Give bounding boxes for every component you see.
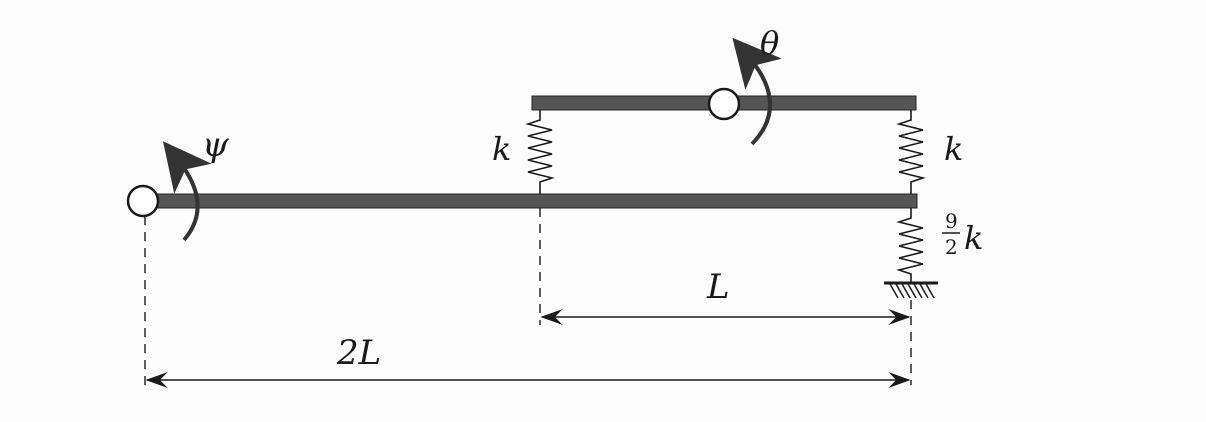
upper-pivot — [707, 87, 741, 121]
ground-support — [884, 281, 938, 299]
right-coupling-spring — [896, 110, 926, 194]
ground-spring-label: 9 2 k — [942, 209, 983, 259]
fraction-denominator: 2 — [945, 235, 958, 259]
lower-beam — [144, 193, 918, 209]
psi-label: ψ — [202, 125, 229, 165]
ground-spring — [896, 208, 924, 282]
fraction-numerator: 9 — [945, 209, 958, 233]
theta-label: θ — [760, 24, 779, 62]
left-pivot — [126, 184, 160, 218]
left-coupling-spring — [525, 110, 555, 194]
theta-rotation-arrow — [732, 37, 782, 146]
dimension-label-L: L — [706, 267, 730, 307]
left-spring-label: k — [492, 130, 511, 168]
dimension-label-2L: 2L — [336, 333, 381, 373]
psi-rotation-arrow — [163, 141, 212, 242]
ground-spring-k: k — [964, 219, 983, 257]
right-spring-label: k — [944, 130, 963, 168]
